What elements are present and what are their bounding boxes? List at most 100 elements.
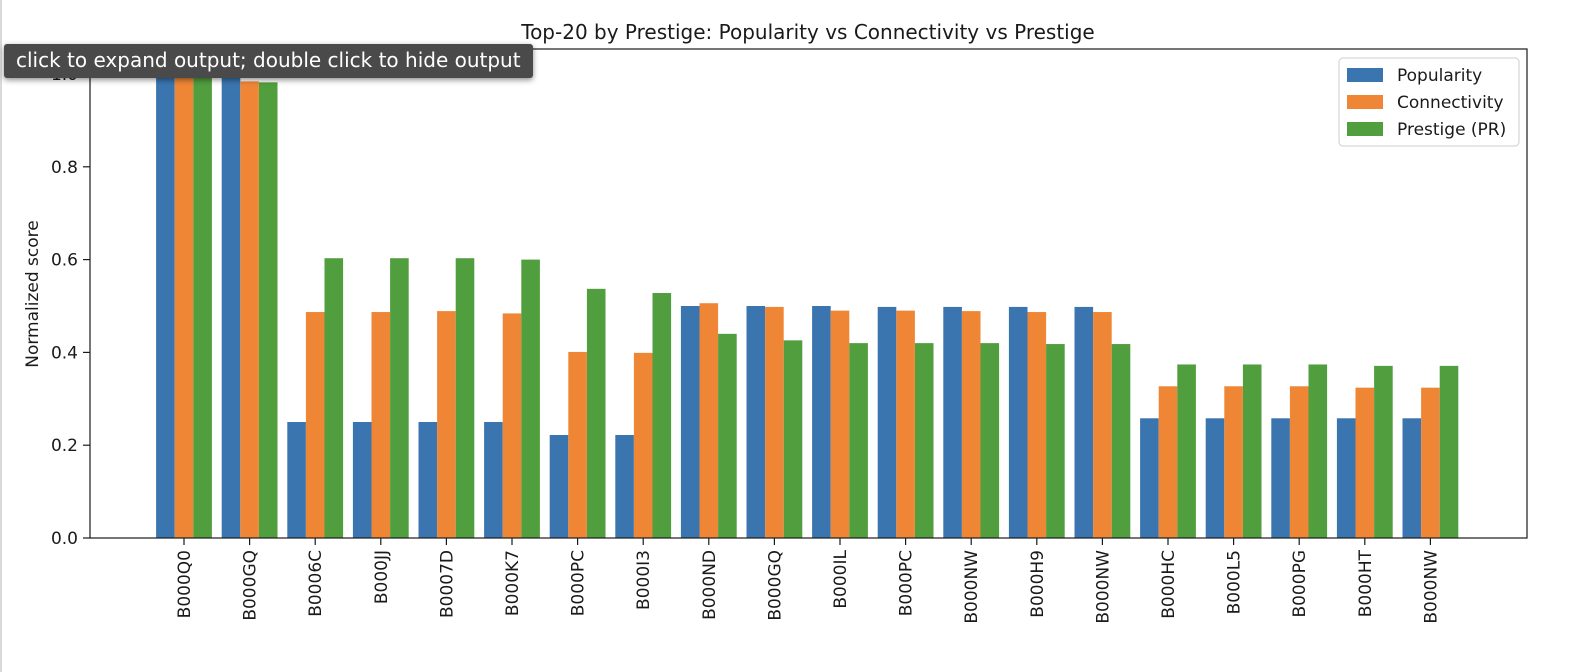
- bar-prestige-pr-1: [193, 74, 212, 538]
- bar-prestige-pr-20: [1439, 365, 1459, 538]
- bar-popularity-13: [943, 306, 962, 538]
- plot-frame: [89, 48, 1528, 539]
- x-tick-label: B000NW: [1093, 550, 1113, 624]
- x-tick-label: B000NW: [962, 550, 982, 624]
- bar-prestige-pr-5: [455, 258, 475, 538]
- x-tick-label: B000GQ: [765, 550, 785, 621]
- bar-connectivity-1: [174, 74, 194, 538]
- bar-popularity-18: [1271, 418, 1290, 538]
- bar-popularity-4: [352, 422, 372, 538]
- bar-prestige-pr-7: [586, 288, 606, 538]
- x-tick-label: B000PC: [897, 550, 917, 616]
- axes-layer: 0.00.20.40.60.81.0B000Q0B000GQB0006CB000…: [51, 48, 1528, 624]
- bar-connectivity-7: [568, 351, 587, 538]
- cell-left-border: [0, 0, 2, 672]
- bar-prestige-pr-10: [783, 340, 803, 538]
- legend-swatch: [1347, 122, 1383, 136]
- bar-prestige-pr-8: [652, 293, 672, 538]
- bar-popularity-3: [287, 422, 306, 538]
- x-tick-label: B000H9: [1028, 550, 1048, 618]
- bar-connectivity-12: [896, 310, 915, 538]
- expand-output-tooltip: click to expand output; double click to …: [4, 44, 533, 78]
- bar-popularity-7: [549, 434, 569, 538]
- x-tick-label: B000ND: [700, 550, 720, 620]
- bar-popularity-6: [484, 422, 503, 538]
- bar-popularity-1: [156, 74, 175, 538]
- bar-prestige-pr-2: [258, 82, 278, 538]
- bar-popularity-12: [877, 306, 897, 538]
- x-tick-label: B0006C: [306, 550, 326, 617]
- legend-label: Prestige (PR): [1397, 120, 1506, 140]
- bar-popularity-15: [1074, 306, 1094, 538]
- bar-prestige-pr-17: [1242, 364, 1262, 538]
- bar-connectivity-13: [961, 311, 981, 538]
- bar-prestige-pr-6: [521, 259, 540, 538]
- x-tick-label: B000NW: [1421, 550, 1441, 624]
- x-tick-label: B0007D: [437, 550, 457, 618]
- bar-connectivity-16: [1158, 386, 1178, 538]
- x-tick-label: B000Q0: [175, 550, 195, 618]
- bar-connectivity-3: [305, 312, 325, 538]
- y-axis-label: Normalized score: [23, 220, 43, 368]
- chart-title: Top-20 by Prestige: Popularity vs Connec…: [520, 20, 1094, 44]
- legend-swatch: [1347, 68, 1383, 82]
- y-tick-label: 0.6: [51, 251, 78, 271]
- bars-layer: [156, 74, 1459, 539]
- bar-popularity-9: [680, 306, 700, 538]
- bar-connectivity-11: [830, 310, 850, 538]
- bar-prestige-pr-14: [1046, 344, 1065, 538]
- bar-popularity-8: [615, 434, 634, 538]
- bar-prestige-pr-13: [980, 343, 1000, 538]
- bar-popularity-16: [1140, 418, 1159, 538]
- bar-popularity-20: [1402, 418, 1422, 538]
- bar-prestige-pr-3: [324, 258, 344, 538]
- bar-connectivity-8: [633, 352, 653, 538]
- bar-connectivity-17: [1224, 386, 1243, 538]
- x-tick-label: B000PC: [569, 550, 589, 616]
- legend: Popularity Connectivity Prestige (PR): [1338, 57, 1520, 147]
- bar-popularity-10: [746, 306, 766, 538]
- bar-connectivity-6: [502, 313, 522, 538]
- x-tick-label: B000JJ: [372, 550, 392, 604]
- x-tick-label: B000HC: [1159, 550, 1179, 619]
- legend-label: Connectivity: [1397, 93, 1504, 113]
- bar-prestige-pr-18: [1308, 364, 1328, 538]
- bar-popularity-11: [812, 306, 831, 538]
- x-tick-label: B000GQ: [241, 550, 261, 621]
- bar-connectivity-10: [765, 306, 784, 538]
- y-tick-label: 0.0: [51, 529, 78, 549]
- bar-connectivity-4: [371, 312, 391, 538]
- legend-label: Popularity: [1397, 66, 1482, 86]
- bar-connectivity-15: [1093, 312, 1112, 538]
- legend-swatch: [1347, 95, 1383, 109]
- bar-connectivity-5: [437, 311, 456, 538]
- bar-prestige-pr-19: [1374, 365, 1393, 538]
- y-tick-label: 0.8: [51, 158, 78, 178]
- x-tick-label: B000I3: [634, 550, 654, 610]
- bar-connectivity-19: [1355, 387, 1375, 538]
- x-tick-label: B000K7: [503, 550, 523, 616]
- bar-prestige-pr-4: [390, 258, 409, 538]
- bar-prestige-pr-11: [849, 343, 868, 538]
- x-tick-label: B000L5: [1225, 550, 1245, 614]
- y-tick-label: 0.2: [51, 436, 78, 456]
- bar-popularity-17: [1205, 418, 1225, 538]
- bar-prestige-pr-16: [1177, 364, 1196, 538]
- bar-connectivity-20: [1421, 387, 1440, 538]
- bar-connectivity-18: [1289, 386, 1309, 538]
- x-tick-label: B000IL: [831, 549, 851, 608]
- bar-popularity-2: [221, 74, 241, 538]
- bar-connectivity-14: [1027, 312, 1047, 538]
- bar-popularity-19: [1336, 418, 1356, 538]
- bar-prestige-pr-15: [1111, 344, 1131, 538]
- bar-popularity-5: [418, 422, 438, 538]
- bar-connectivity-9: [699, 303, 719, 538]
- y-tick-label: 0.4: [51, 343, 78, 363]
- bar-prestige-pr-12: [914, 343, 934, 538]
- x-tick-label: B000HT: [1356, 549, 1376, 617]
- bar-connectivity-2: [240, 81, 259, 539]
- x-tick-label: B000PG: [1290, 550, 1310, 618]
- bar-popularity-14: [1008, 306, 1028, 538]
- legend-box: [1338, 57, 1520, 147]
